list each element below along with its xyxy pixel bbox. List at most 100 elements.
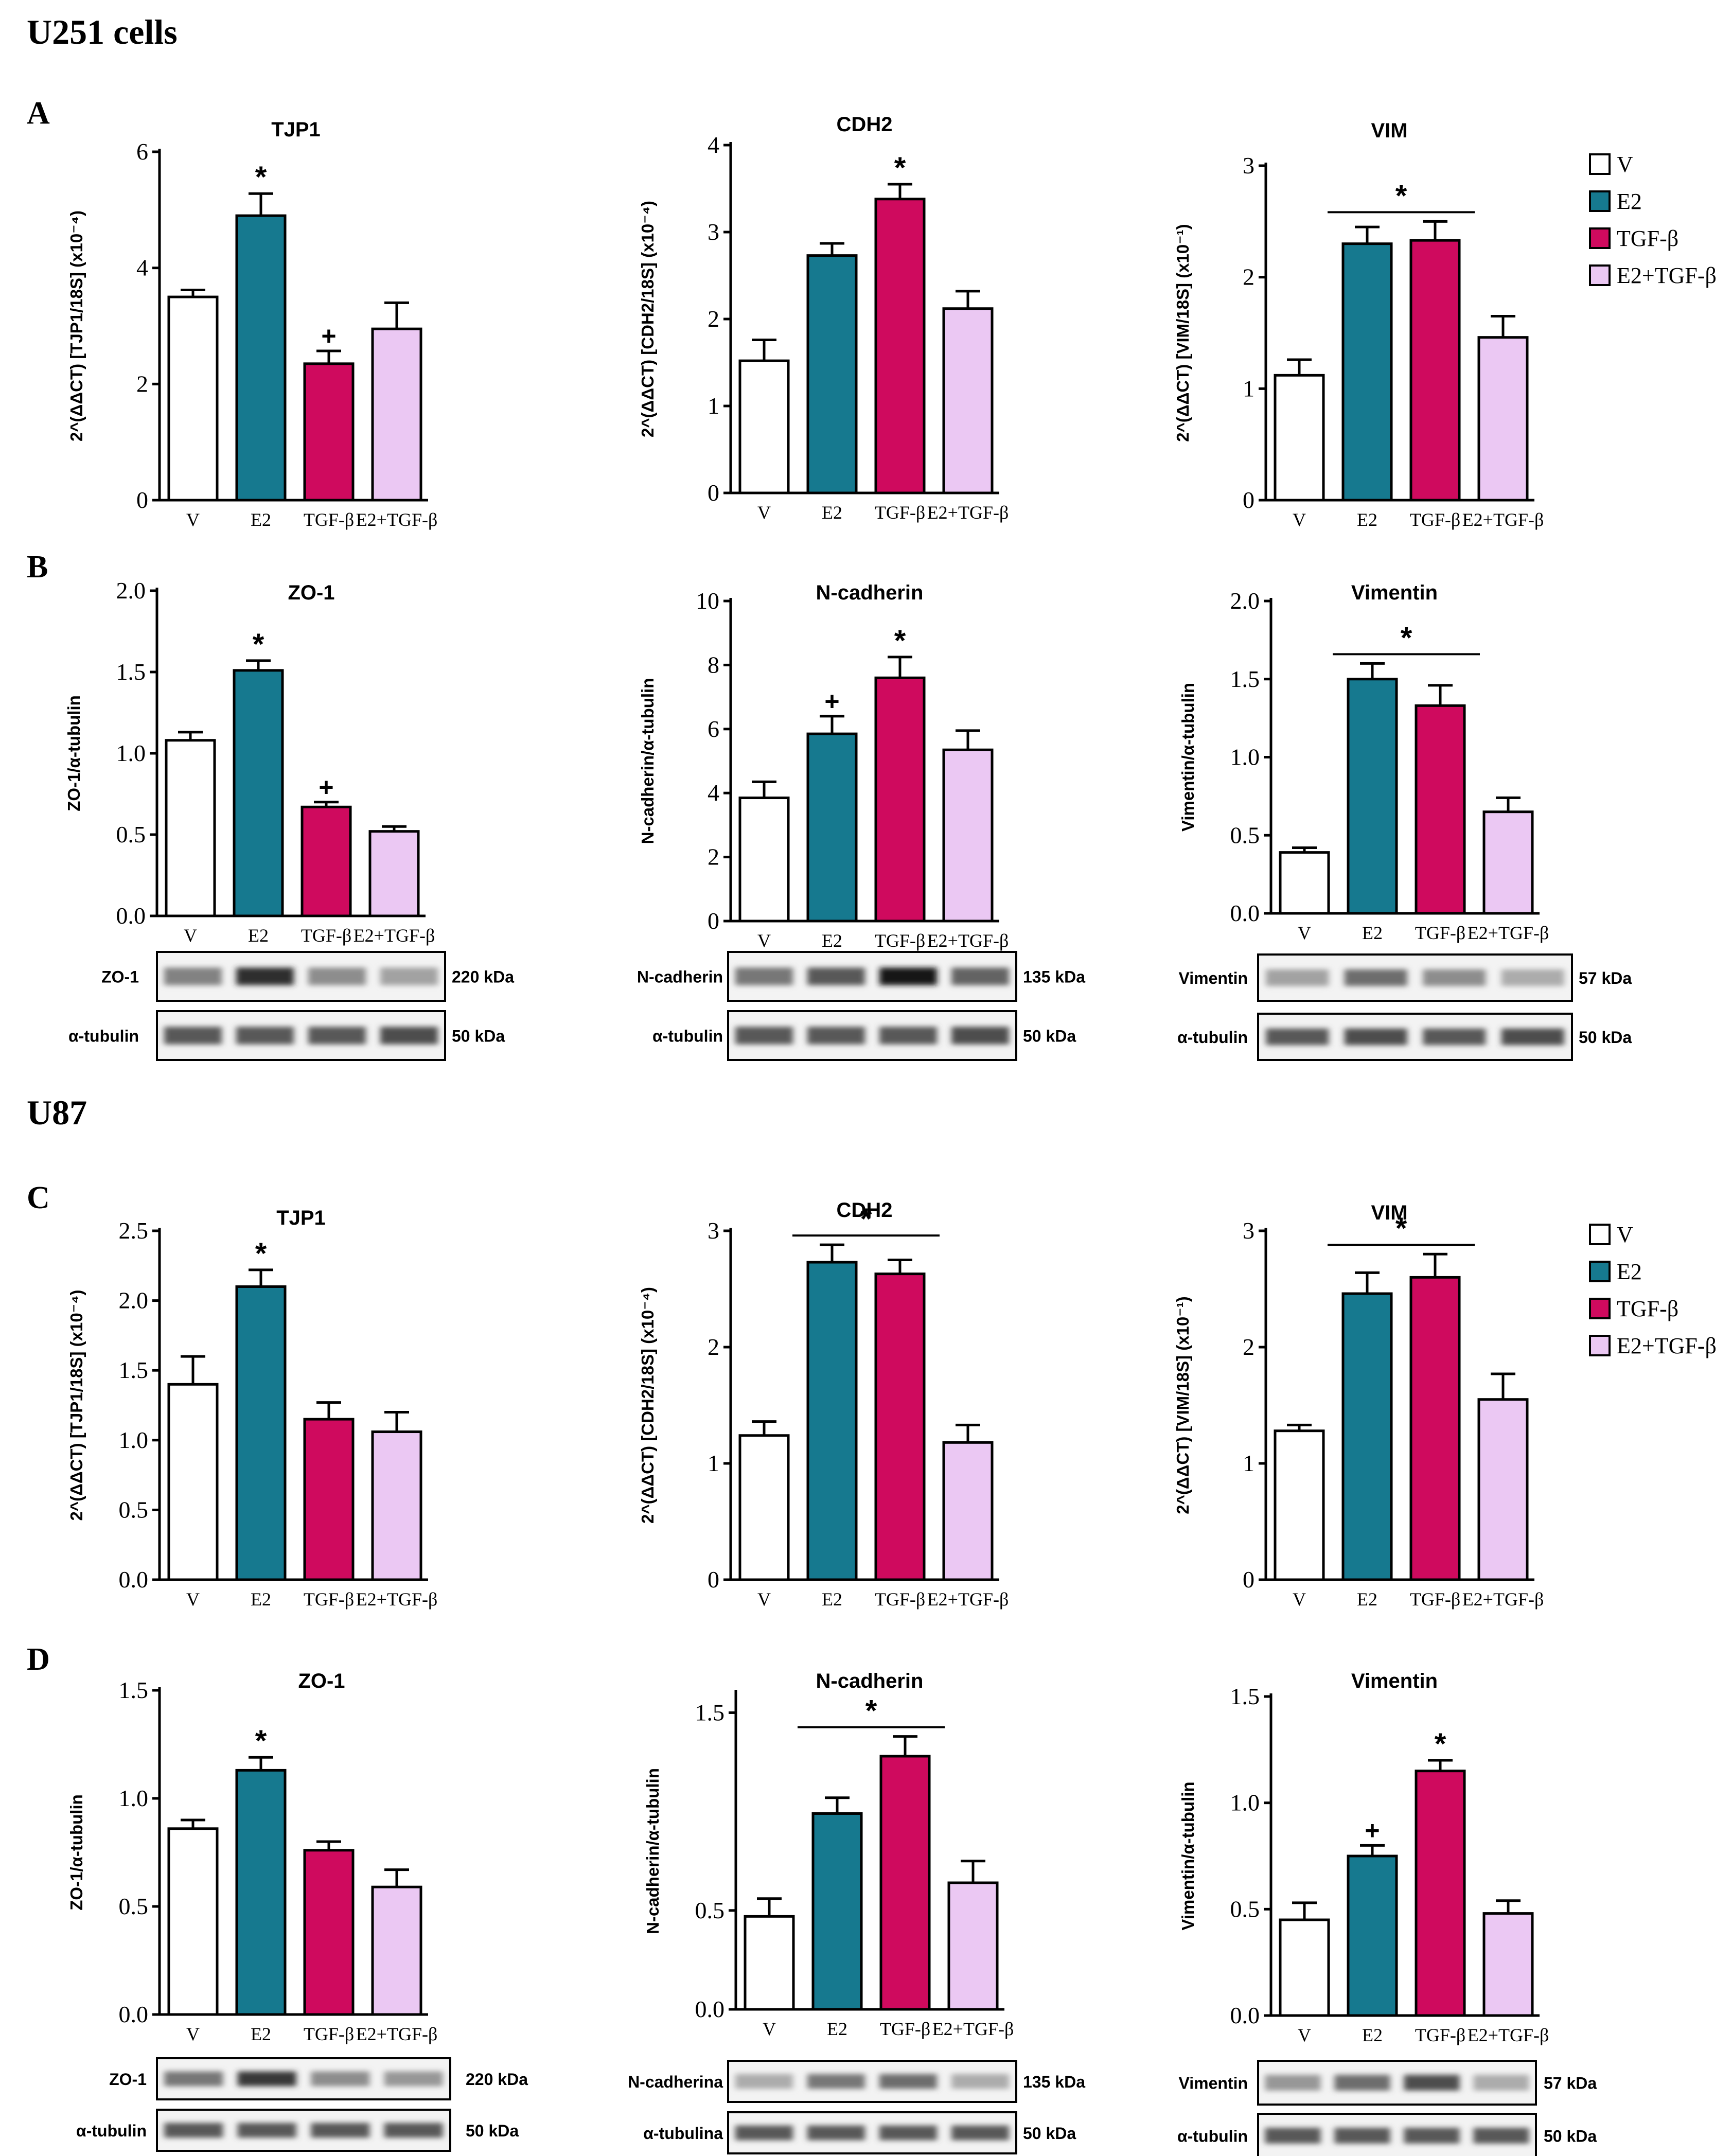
panel-letter-a: A	[27, 96, 50, 131]
significance-mark: *	[865, 1694, 877, 1728]
y-tick-label: 2.0	[116, 577, 146, 604]
blot-band	[735, 2074, 793, 2089]
y-axis-label: 2^(ΔΔCT) [TJP1/18S] (x10⁻⁴)	[67, 1290, 86, 1521]
x-tick-label: TGF-β	[1415, 923, 1465, 943]
y-tick-label: 3	[1243, 152, 1254, 179]
significance-mark: *	[1401, 621, 1412, 655]
legend-label: TGF-β	[1617, 226, 1678, 251]
bar-TGF	[1409, 239, 1461, 502]
chart-title: CDH2	[837, 1199, 893, 1222]
blot-protein-label: N-cadherin	[637, 968, 723, 986]
y-tick-label: 3	[708, 219, 719, 245]
chart-title: TJP1	[276, 1207, 326, 1229]
blot-kda-label: 50 kDa	[466, 2122, 519, 2140]
blot-protein-label: Vimentin	[1178, 969, 1248, 987]
chart-title: VIM	[1371, 119, 1407, 142]
y-tick-label: 0.5	[1230, 1896, 1260, 1922]
bar-E2TGF	[371, 327, 422, 502]
bar-V	[1279, 1918, 1330, 2017]
legend-swatch-E2TGF	[1589, 1335, 1611, 1356]
legend-label: E2	[1617, 189, 1642, 214]
x-tick-label: V	[1298, 2025, 1311, 2045]
x-tick-label: V	[184, 925, 197, 946]
blot-protein-label: ZO-1	[109, 2070, 147, 2089]
x-tick-label: V	[1293, 509, 1306, 530]
bar-E2TGF	[1482, 1912, 1534, 2017]
bar-E2TGF	[1477, 336, 1529, 502]
y-tick-label: 0	[136, 487, 148, 513]
y-tick-label: 3	[708, 1217, 719, 1244]
x-tick-label: E2+TGF-β	[356, 2024, 438, 2044]
legend-label: E2+TGF-β	[1617, 1333, 1717, 1358]
y-axis-label: ZO-1/α-tubulin	[64, 695, 83, 811]
bar-E2TGF	[371, 1885, 422, 2016]
bar-chart-C2: CDH2 2^(ΔΔCT) [CDH2/18S] (x10⁻⁴) V E2 TGF-β E…	[638, 1199, 1009, 1610]
blot-band	[1334, 2075, 1390, 2091]
x-tick-label: V	[1293, 1589, 1306, 1610]
significance-mark: *	[1435, 1727, 1446, 1761]
blot-band	[237, 2123, 296, 2138]
blot-band	[236, 1027, 294, 1045]
chart-title: TJP1	[271, 118, 321, 141]
y-tick-label: 1.5	[116, 659, 146, 685]
bar-chart-C1: TJP1 2^(ΔΔCT) [TJP1/18S] (x10⁻⁴) V * E2 TGF-β…	[67, 1207, 437, 1610]
y-tick-label: 1.0	[119, 1785, 149, 1811]
blot-protein-label: ZO-1	[101, 968, 139, 986]
section-title-u251: U251 cells	[27, 12, 178, 51]
blot-band	[1265, 2075, 1321, 2091]
y-tick-label: 4	[708, 780, 719, 806]
significance-mark: +	[824, 687, 839, 716]
x-tick-label: V	[757, 930, 771, 951]
bar-E2	[235, 1285, 287, 1581]
blot-kda-label: 50 kDa	[1544, 2127, 1597, 2146]
bar-E2	[806, 732, 858, 923]
y-tick-label: 0.0	[695, 1996, 725, 2022]
y-tick-label: 0.0	[119, 2001, 149, 2027]
bar-E2	[806, 1261, 858, 1581]
chart-title: VIM	[1371, 1201, 1407, 1224]
x-tick-label: V	[186, 509, 200, 530]
x-tick-label: E2	[822, 930, 842, 951]
bar-V	[1274, 374, 1325, 502]
blot-band	[879, 967, 937, 985]
chart-title: CDH2	[837, 113, 893, 136]
western-blot-blotB1: ZO-1 220 kDa α-tubulin 50 kDa	[68, 951, 514, 1061]
y-tick-label: 0	[708, 1566, 719, 1593]
blot-band	[236, 967, 294, 985]
blot-protein-label: α-tubulin	[76, 2122, 147, 2140]
bar-TGF	[303, 1849, 355, 2016]
y-axis-label: N-cadherin/α-tubulin	[638, 678, 657, 844]
y-tick-label: 2	[708, 1334, 719, 1360]
bar-V	[167, 1827, 219, 2016]
blot-protein-label: α-tubulin	[652, 1027, 723, 1046]
x-tick-label: E2	[251, 2024, 271, 2044]
x-tick-label: TGF-β	[875, 502, 925, 523]
western-blot-blotD1: ZO-1 220 kDa α-tubulin 50 kDa	[76, 2057, 528, 2152]
bar-chart-D2: N-cadherin N-cadherin/α-tubulin V E2 TGF-β E2…	[643, 1670, 1014, 2039]
y-axis-label: 2^(ΔΔCT) [CDH2/18S] (x10⁻⁴)	[638, 1287, 657, 1524]
bar-E2TGF	[368, 830, 420, 917]
y-tick-label: 1	[1243, 375, 1254, 401]
blot-band	[1473, 2128, 1529, 2144]
blot-band	[951, 1027, 1009, 1045]
y-tick-label: 0	[708, 908, 719, 934]
y-tick-label: 0	[1243, 487, 1254, 513]
x-tick-label: E2	[827, 2019, 847, 2039]
x-tick-label: E2	[248, 925, 269, 946]
blot-band	[164, 2123, 223, 2138]
y-tick-label: 6	[708, 716, 719, 742]
bar-TGF	[303, 362, 355, 502]
x-tick-label: E2	[1357, 1589, 1377, 1610]
bar-E2	[806, 254, 858, 494]
y-tick-label: 3	[1243, 1217, 1254, 1244]
blot-band	[311, 2123, 370, 2138]
legend-swatch-E2TGF	[1589, 264, 1611, 286]
blot-band	[951, 967, 1009, 985]
chart-title: Vimentin	[1351, 581, 1438, 604]
blot-band	[735, 2125, 793, 2141]
x-tick-label: E2+TGF-β	[927, 930, 1009, 951]
bar-E2TGF	[947, 1881, 999, 2011]
bar-chart-D3: Vimentin Vimentin/α-tubulin V + E2 * TGF-β E2+T…	[1178, 1670, 1549, 2045]
y-axis-label: N-cadherin/α-tubulin	[643, 1768, 662, 1934]
x-tick-label: E2	[822, 1589, 842, 1610]
